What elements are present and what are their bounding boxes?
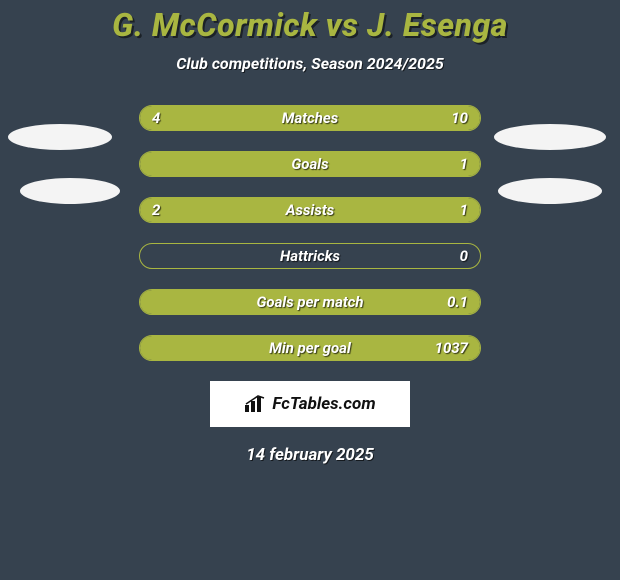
stat-bar-label: Matches <box>140 109 480 127</box>
stat-bar: Min per goal1037 <box>139 335 481 361</box>
player-right-oval-1 <box>494 124 606 150</box>
season-subtitle: Club competitions, Season 2024/2025 <box>0 54 620 73</box>
stat-bar-label: Hattricks <box>140 247 480 265</box>
stat-bar-label: Goals per match <box>140 293 480 311</box>
stat-value-right: 0.1 <box>447 293 468 311</box>
stat-bar: Matches4 10 <box>139 105 481 131</box>
snapshot-date: 14 february 2025 <box>0 445 620 465</box>
brand-text: FcTables.com <box>272 394 375 414</box>
stat-bar: Goals per match0.1 <box>139 289 481 315</box>
stat-bar: Assists2 1 <box>139 197 481 223</box>
brand-badge: FcTables.com <box>210 381 410 427</box>
stat-bar: Goals1 <box>139 151 481 177</box>
stat-bar-label: Assists <box>140 201 480 219</box>
stat-bar: Hattricks0 <box>139 243 481 269</box>
stat-value-right: 0 <box>460 247 468 265</box>
comparison-title: G. McCormick vs J. Esenga <box>0 0 620 44</box>
stat-bar-label: Goals <box>140 155 480 173</box>
stat-value-right: 1 <box>460 201 468 219</box>
player-left-oval-1 <box>8 124 112 150</box>
stat-value-right: 1 <box>460 155 468 173</box>
stat-value-left: 4 <box>152 109 160 127</box>
player-right-oval-2 <box>498 178 602 204</box>
bar-chart-icon <box>244 395 266 413</box>
stat-value-right: 1037 <box>435 339 468 357</box>
stat-bar-label: Min per goal <box>140 339 480 357</box>
stat-value-left: 2 <box>152 201 160 219</box>
stat-value-right: 10 <box>451 109 468 127</box>
player-left-oval-2 <box>20 178 120 204</box>
